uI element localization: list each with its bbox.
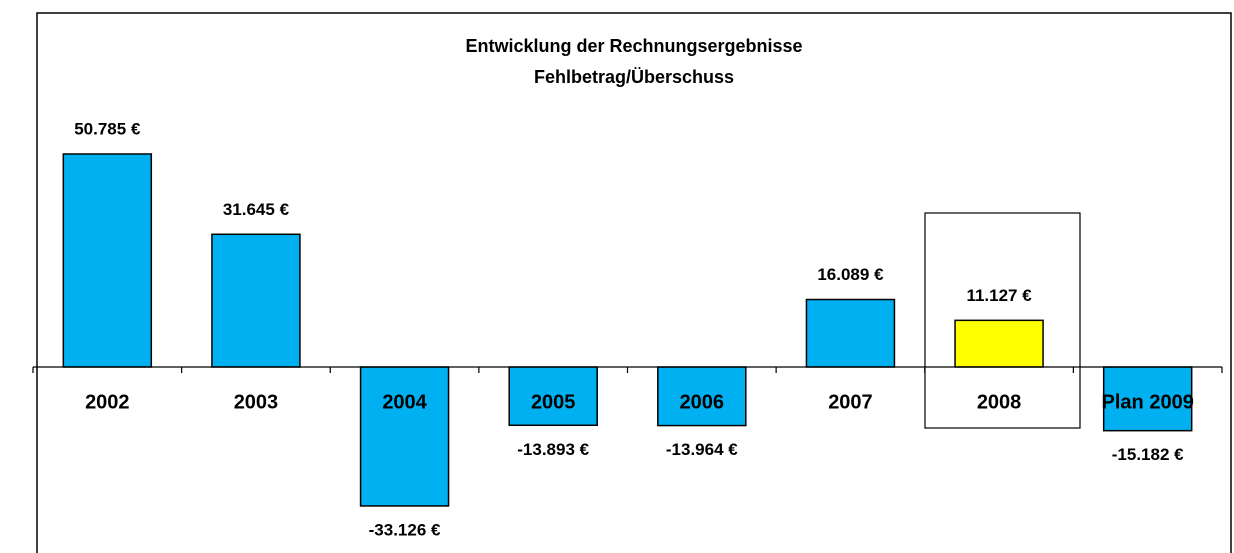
bar [805, 298, 896, 368]
x-tick-label: 2004 [382, 391, 427, 413]
value-label: -33.126 € [369, 520, 441, 539]
x-tick-label: 2003 [234, 391, 279, 413]
chart-subtitle: Fehlbetrag/Überschuss [534, 67, 734, 87]
value-label: 50.785 € [74, 119, 141, 138]
x-tick-label: Plan 2009 [1102, 391, 1194, 413]
bar [359, 366, 450, 507]
chart-title: Entwicklung der Rechnungsergebnisse [465, 36, 802, 56]
value-label: -13.893 € [517, 440, 589, 459]
bar [1102, 366, 1193, 432]
x-tick-label: 2008 [977, 391, 1022, 413]
x-tick-label: 2002 [85, 391, 130, 413]
value-label: 31.645 € [223, 200, 290, 219]
value-label: -13.964 € [666, 440, 738, 459]
bar [62, 153, 153, 368]
value-label: 16.089 € [817, 265, 884, 284]
x-tick-label: 2006 [680, 391, 725, 413]
bar [954, 319, 1044, 368]
value-label: 11.127 € [966, 286, 1032, 305]
value-label: -15.182 € [1112, 445, 1184, 464]
x-tick-label: 2005 [531, 391, 576, 413]
bar [508, 366, 598, 427]
x-tick-label: 2007 [828, 391, 873, 413]
bar [211, 233, 301, 368]
